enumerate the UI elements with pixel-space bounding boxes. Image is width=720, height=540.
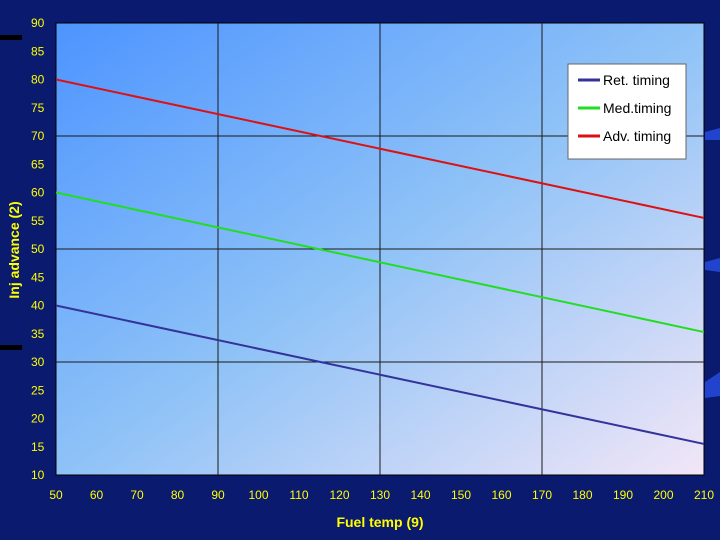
x-axis-title: Fuel temp (9) [336, 514, 423, 530]
legend-label: Adv. timing [603, 128, 671, 144]
legend: Ret. timing Med.timing Adv. timing [567, 63, 687, 160]
x-tick-label: 180 [572, 488, 592, 502]
x-tick-label: 170 [532, 488, 552, 502]
x-tick-label: 200 [653, 488, 673, 502]
y-axis-title: Inj advance (2) [6, 201, 22, 298]
y-tick-label: 25 [31, 383, 45, 397]
series-line [55, 191, 705, 334]
x-tick-labels: 50 60 70 80 90 100 110 120 130 140 150 160 170 180 190… [49, 488, 714, 502]
legend-label: Med.timing [603, 100, 671, 116]
x-tick-label: 150 [451, 488, 471, 502]
x-tick-label: 50 [49, 488, 63, 502]
x-tick-label: 130 [370, 488, 390, 502]
x-tick-label: 100 [248, 488, 268, 502]
y-tick-labels: 10 15 20 25 30 35 40 45 50 55 60 65 70 75 80 85 90 [31, 16, 45, 482]
y-tick-label: 85 [31, 44, 45, 58]
y-tick-label: 30 [31, 355, 45, 369]
y-tick-label: 40 [31, 299, 45, 313]
y-tick-label: 90 [31, 16, 45, 30]
y-tick-label: 45 [31, 270, 45, 284]
series-line [55, 304, 705, 445]
y-tick-label: 35 [31, 327, 45, 341]
series-line [55, 78, 705, 219]
x-tick-label: 90 [211, 488, 225, 502]
background-stripe [0, 345, 22, 350]
y-tick-label: 65 [31, 157, 45, 171]
y-tick-label: 15 [31, 440, 45, 454]
series-lines [55, 78, 705, 445]
y-tick-label: 70 [31, 129, 45, 143]
gridlines [56, 23, 704, 475]
y-tick-label: 80 [31, 73, 45, 87]
x-tick-label: 160 [491, 488, 511, 502]
x-tick-label: 210 [694, 488, 714, 502]
x-tick-label: 80 [171, 488, 185, 502]
y-tick-label: 60 [31, 186, 45, 200]
y-tick-label: 20 [31, 412, 45, 426]
background-swoosh [705, 372, 720, 398]
y-tick-label: 50 [31, 242, 45, 256]
x-tick-label: 120 [329, 488, 349, 502]
x-tick-label: 140 [410, 488, 430, 502]
x-tick-label: 190 [613, 488, 633, 502]
background-swoosh [705, 258, 720, 272]
x-tick-label: 110 [289, 488, 308, 502]
x-tick-label: 60 [90, 488, 104, 502]
y-tick-label: 75 [31, 101, 45, 115]
background-swoosh [705, 128, 720, 140]
x-tick-label: 70 [130, 488, 144, 502]
y-tick-label: 10 [31, 468, 45, 482]
y-tick-label: 55 [31, 214, 45, 228]
legend-label: Ret. timing [603, 72, 670, 88]
background-stripe [0, 35, 22, 40]
